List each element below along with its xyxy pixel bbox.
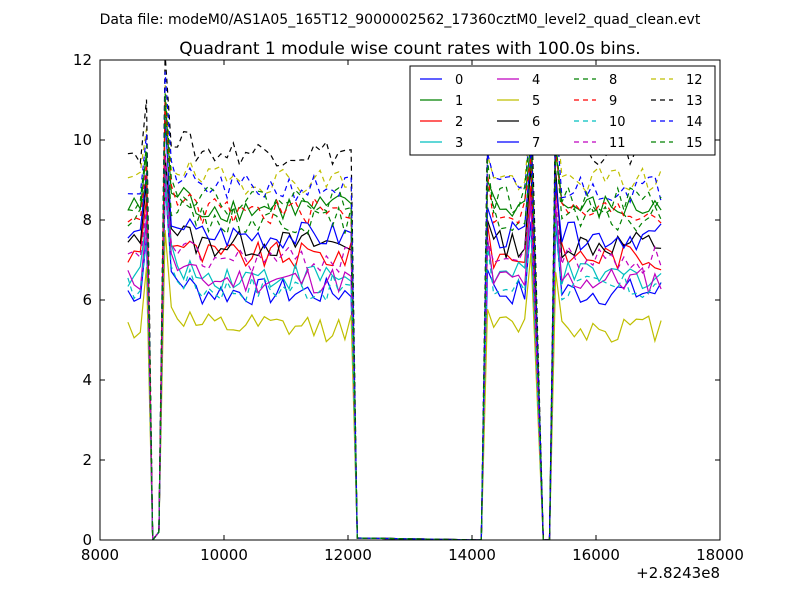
x-tick-label: 10000 xyxy=(200,546,248,564)
legend-label-7: 7 xyxy=(532,136,540,151)
series-line-7 xyxy=(127,116,662,540)
legend-label-14: 14 xyxy=(686,115,703,130)
x-tick-label: 14000 xyxy=(448,546,496,564)
series-line-9 xyxy=(127,99,662,540)
legend-label-4: 4 xyxy=(532,73,540,88)
y-tick-label: 2 xyxy=(82,451,92,469)
legend-label-15: 15 xyxy=(686,136,703,151)
series-line-14 xyxy=(127,71,662,540)
legend-label-10: 10 xyxy=(609,115,626,130)
chart-title: Quadrant 1 module wise count rates with … xyxy=(179,39,640,59)
legend-label-12: 12 xyxy=(686,73,703,88)
series-line-15 xyxy=(127,93,662,540)
series-line-0 xyxy=(127,182,662,540)
series-line-3 xyxy=(127,170,662,540)
legend-label-5: 5 xyxy=(532,94,540,109)
series-line-11 xyxy=(127,155,662,540)
x-tick-label: 8000 xyxy=(81,546,119,564)
legend-label-8: 8 xyxy=(609,73,617,88)
x-offset-label: +2.8243e8 xyxy=(636,564,720,582)
series-line-5 xyxy=(127,229,662,540)
legend-label-9: 9 xyxy=(609,94,617,109)
series-line-6 xyxy=(127,155,662,540)
series-line-2 xyxy=(127,153,662,540)
chart-supertitle: Data file: modeM0/AS1A05_165T12_90000025… xyxy=(100,12,701,28)
y-tick-label: 8 xyxy=(82,211,92,229)
x-tick-label: 18000 xyxy=(696,546,744,564)
y-tick-label: 12 xyxy=(73,51,92,69)
legend-label-11: 11 xyxy=(609,136,626,151)
legend-label-6: 6 xyxy=(532,115,540,130)
legend-label-0: 0 xyxy=(455,73,463,88)
legend-label-3: 3 xyxy=(455,136,463,151)
series-line-1 xyxy=(127,95,662,540)
series-line-4 xyxy=(127,184,662,540)
y-tick-label: 0 xyxy=(82,531,92,549)
legend-label-13: 13 xyxy=(686,94,703,109)
y-tick-label: 6 xyxy=(82,291,92,309)
y-tick-label: 10 xyxy=(73,131,92,149)
legend-label-1: 1 xyxy=(455,94,463,109)
legend-label-2: 2 xyxy=(455,115,463,130)
legend-box xyxy=(409,65,716,156)
series-line-8 xyxy=(127,110,662,540)
x-tick-label: 12000 xyxy=(324,546,372,564)
x-tick-label: 16000 xyxy=(572,546,620,564)
y-tick-label: 4 xyxy=(82,371,92,389)
series-line-13 xyxy=(127,60,662,540)
